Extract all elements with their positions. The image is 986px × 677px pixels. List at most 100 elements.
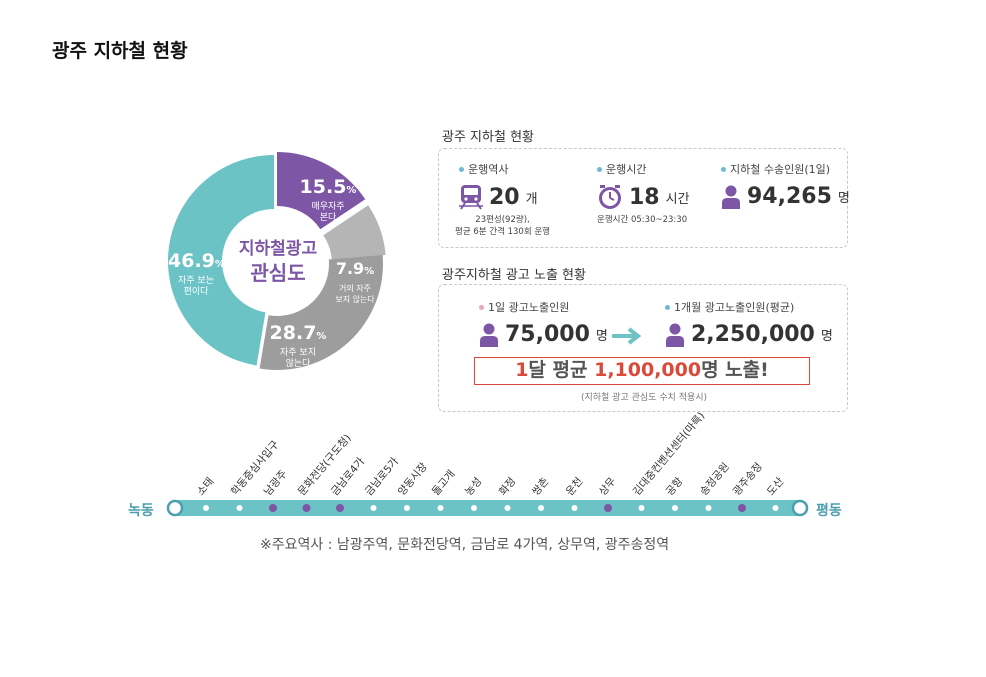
stations-unit: 개 [525,191,538,207]
segment-desc: 않는다 [285,359,311,369]
exposure-note: (지하철 광고 관심도 수치 적용시) [580,393,708,403]
start-terminal-marker [166,499,184,517]
arrow-right-icon [612,327,642,345]
hours-stat: 운행시간 18 시간 운행시간 05:30~23:30 [597,161,690,226]
segment-desc: 거의 자주 [339,284,371,293]
segment-pct-unit: % [364,266,375,277]
monthly-value: 2,250,000 [691,322,815,347]
station-marker [336,504,344,512]
highlight-part4: 명 노출! [701,359,769,381]
person-icon [666,323,684,347]
interest-donut-chart: 지하철광고 관심도 15.5% 매우자주 본다 7.9% 거의 자주 보지 않는… [168,146,386,376]
donut-segment [277,152,366,230]
station-marker [705,505,712,511]
station-marker [302,504,311,512]
segment-label-often: 46.9% 자주 보는 편이다 [168,250,225,298]
donut-segment [323,205,386,260]
station-marker [236,505,243,511]
subway-status-heading: 광주 지하철 현황 [442,130,534,145]
segment-label-not-often: 28.7% 자주 보지 않는다 [258,322,338,370]
station-marker [203,505,209,511]
hours-unit: 시간 [665,191,690,207]
donut-center-line2: 관심도 [250,261,306,285]
segment-desc: 자주 보지 [280,348,316,358]
subway-line-track [167,500,808,516]
segment-pct: 28.7 [269,322,317,344]
stations-sub1: 23편성(92량), [475,215,530,225]
hours-sub1: 운행시간 05:30~23:30 [597,215,688,225]
stations-stat: 운행역사 20 개 23편성(92량), 평균 6분 간격 130회 운행 [455,161,550,238]
hours-label: 운행시간 [606,163,647,176]
daily-value: 75,000 [505,322,590,347]
subway-status-panel: 운행역사 20 개 23편성(92량), 평균 6분 간격 130회 운행 운행시… [438,148,850,248]
segment-label-rarely: 7.9% 거의 자주 보지 않는다 [328,258,382,305]
ad-exposure-panel: 1일 광고노출인원 75,000 명 1개월 광고노출인원(평균) 2,250,0… [438,284,848,412]
donut-center-line1: 지하철광고 [238,239,318,259]
daily-unit: 명 [595,329,608,344]
station-marker [404,505,410,511]
stations-sub2: 평균 6분 간격 130회 운행 [455,227,551,237]
stations-label: 운행역사 [468,163,509,176]
segment-desc: 편이다 [183,287,209,297]
bullet-dot [665,304,670,310]
station-marker [672,505,678,511]
highlight-part1: 1 [515,359,529,381]
station-marker [437,505,444,511]
donut-segment [259,254,383,370]
daily-exposure-stat: 1일 광고노출인원 75,000 명 [479,299,608,347]
station-marker [269,504,277,512]
segment-pct-unit: % [346,185,357,196]
segment-label-very-often: 15.5% 매우자주 본다 [288,176,368,224]
daily-label: 1일 광고노출인원 [488,301,570,314]
station-marker [504,505,511,511]
station-marker [571,505,578,511]
donut-center-label: 지하철광고 관심도 [226,238,330,286]
riders-stat: 지하철 수송인원(1일) 94,265 명 [721,161,850,209]
donut-hole [227,211,327,311]
segment-pct-unit: % [316,331,327,342]
segment-pct: 15.5 [299,176,347,198]
riders-value: 94,265 [747,184,832,209]
donut-svg [168,152,386,370]
station-marker [471,505,477,511]
highlight-part2: 달 평균 [528,359,595,381]
monthly-unit: 명 [820,329,833,344]
segment-pct-unit: % [214,259,225,270]
major-stations-footnote: ※주요역사 : 남광주역, 문화전당역, 금남로 4가역, 상무역, 광주송정역 [260,537,670,553]
station-marker [738,504,746,512]
station-marker [538,505,544,511]
hours-value: 18 [629,184,660,210]
stations-value: 20 [489,184,520,210]
segment-desc: 매우자주 [311,202,345,212]
segment-pct: 46.9 [168,250,215,272]
person-icon [480,323,498,347]
monthly-label: 1개월 광고노출인원(평균) [674,301,795,314]
station-marker [638,505,645,511]
riders-label: 지하철 수송인원(1일) [730,163,831,176]
station-marker [772,505,779,511]
page-title: 광주 지하철 현황 [52,40,188,62]
segment-desc: 본다 [319,213,337,223]
bullet-dot [459,166,464,172]
segment-desc: 보지 않는다 [335,295,375,304]
train-icon [459,185,483,210]
monthly-exposure-stat: 1개월 광고노출인원(평균) 2,250,000 명 [665,299,833,347]
riders-unit: 명 [837,191,850,206]
end-terminal: 평동 [816,503,842,519]
bullet-dot [479,304,484,310]
start-terminal: 녹동 [128,503,154,519]
segment-pct: 7.9 [335,259,365,278]
person-icon [722,185,740,209]
segment-desc: 자주 보는 [178,276,214,286]
station-marker [604,504,612,512]
bullet-dot [597,166,602,172]
monthly-average-highlight: 1달 평균 1,100,000명 노출! [474,357,810,385]
highlight-part3: 1,100,000 [594,359,702,381]
clock-icon [599,185,621,209]
ad-exposure-heading: 광주지하철 광고 노출 현황 [442,268,586,283]
station-marker [370,505,377,511]
donut-segment [168,155,274,366]
end-terminal-marker [791,499,809,517]
bullet-dot [721,166,726,172]
